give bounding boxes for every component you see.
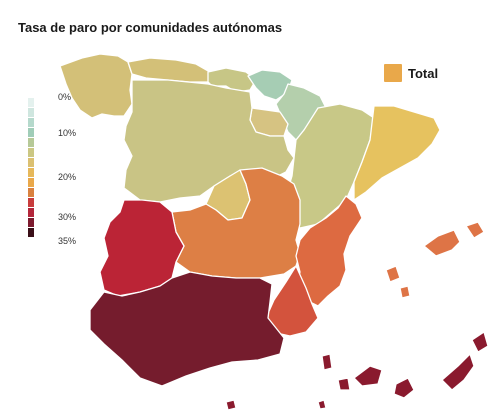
region-andalucia[interactable]: [89, 271, 285, 387]
region-asturias[interactable]: [127, 57, 211, 83]
total-swatch: [384, 64, 402, 82]
scale-segment-2: [28, 118, 34, 127]
scale-segment-13: [28, 228, 34, 237]
scale-segment-5: [28, 148, 34, 157]
scale-segment-9: [28, 188, 34, 197]
region-galicia[interactable]: [59, 53, 133, 119]
color-scale-bar: [28, 98, 34, 238]
region-melilla[interactable]: [317, 399, 327, 410]
total-legend-label: Total: [408, 65, 439, 81]
scale-tick-0: 0%: [58, 92, 72, 102]
region-canarias[interactable]: [321, 331, 489, 399]
scale-segment-3: [28, 128, 34, 137]
scale-segment-4: [28, 138, 34, 147]
scale-segment-12: [28, 218, 34, 227]
scale-segment-8: [28, 178, 34, 187]
region-ceuta[interactable]: [225, 399, 237, 411]
scale-segment-1: [28, 108, 34, 117]
scale-segment-11: [28, 208, 34, 217]
scale-tick-10: 10%: [58, 128, 77, 138]
region-baleares[interactable]: [385, 221, 485, 299]
color-scale-legend: 0% 10% 20% 30% 35%: [22, 92, 76, 252]
scale-tick-20: 20%: [58, 172, 77, 182]
region-cataluna[interactable]: [353, 105, 441, 201]
map-title: Tasa de paro por comunidades autónomas: [18, 20, 283, 35]
scale-segment-7: [28, 168, 34, 177]
scale-segment-10: [28, 198, 34, 207]
scale-tick-35: 35%: [58, 236, 77, 246]
scale-segment-0: [28, 98, 34, 107]
region-murcia[interactable]: [265, 265, 319, 337]
scale-tick-30: 30%: [58, 212, 77, 222]
scale-segment-6: [28, 158, 34, 167]
total-legend: Total: [384, 64, 438, 82]
